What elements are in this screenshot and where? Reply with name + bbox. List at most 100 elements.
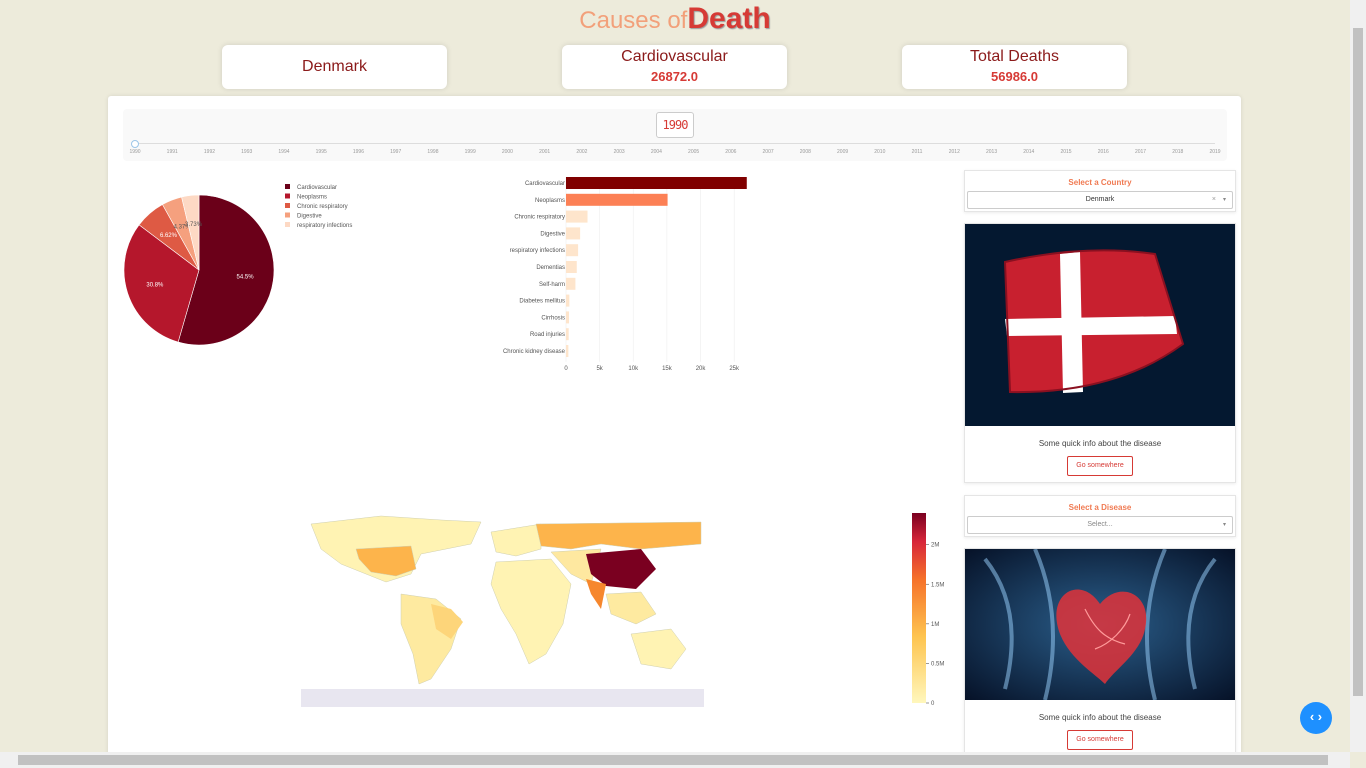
y-tick-label: Neoplasms: [535, 198, 565, 204]
pie-chart: 54.5% 30.8% 6.62% 4.37%3.73% Cardiovascular N…: [123, 184, 352, 346]
bar[interactable]: [566, 328, 569, 341]
africa-shape: [490, 558, 572, 665]
year-tick[interactable]: 1991: [166, 149, 178, 155]
bar[interactable]: [566, 311, 570, 324]
country-dropdown[interactable]: Denmark × ▾: [967, 191, 1233, 209]
bar[interactable]: [566, 294, 570, 307]
pie-slice[interactable]: [123, 224, 200, 343]
bar[interactable]: [566, 345, 569, 357]
flag-info-text: Some quick info about the disease: [1038, 439, 1162, 448]
denmark-flag-image: [965, 224, 1235, 426]
legend-label[interactable]: Digestive: [297, 214, 322, 220]
year-tick[interactable]: 1990: [129, 149, 141, 155]
y-tick-label: Dementias: [536, 265, 565, 271]
pie-slice-label: 4.37%: [174, 225, 192, 231]
year-tick[interactable]: 1999: [464, 149, 476, 155]
bar[interactable]: [566, 277, 576, 290]
year-tick[interactable]: 2013: [985, 149, 998, 155]
china-shape: [586, 549, 656, 589]
year-tick[interactable]: 2012: [948, 149, 960, 155]
year-tick[interactable]: 2008: [799, 149, 811, 155]
year-slider[interactable]: 1990 1990 1991 1992 1993 1994 1995 1996 1997 199…: [123, 109, 1227, 161]
year-tick[interactable]: 2005: [688, 149, 700, 155]
map-colorbar: 0 0.5M 1M 1.5M 2M: [912, 513, 944, 707]
colorbar-tick-label: 0.5M: [931, 661, 944, 667]
y-tick-label: Chronic respiratory: [514, 215, 565, 221]
pie-slice-label: 6.62%: [160, 233, 178, 239]
bar-chart: 0 5k 10k 15k 20k 25k Cardiovascular Neoplasms Ch…: [503, 177, 747, 372]
chevron-down-icon[interactable]: ▾: [1222, 522, 1226, 528]
bar[interactable]: [566, 244, 579, 257]
year-tick[interactable]: 1994: [278, 149, 290, 155]
year-tick[interactable]: 2010: [874, 149, 886, 155]
legend-swatch[interactable]: [285, 184, 290, 189]
legend-label[interactable]: Cardiovascular: [297, 185, 337, 191]
year-tick[interactable]: 1992: [203, 149, 216, 155]
year-ticks: 1990 1991 1992 1993 1994 1995 1996 1997 1998 1999…: [123, 149, 1227, 159]
legend-swatch[interactable]: [285, 212, 290, 218]
slider-handle[interactable]: [131, 140, 139, 148]
usa-shape: [355, 545, 417, 577]
legend-swatch[interactable]: [285, 222, 290, 227]
year-tick[interactable]: 2019: [1209, 149, 1221, 155]
scrollbar-thumb[interactable]: [1353, 28, 1363, 696]
title-emphasis: Death: [687, 2, 771, 35]
south-america-shape: [400, 593, 462, 685]
slider-track[interactable]: [135, 143, 1215, 144]
country-select-label: Select a Country: [1068, 178, 1132, 187]
year-tick[interactable]: 2015: [1060, 149, 1072, 155]
year-tick[interactable]: 2017: [1134, 149, 1147, 155]
code-icon[interactable]: ‹ ›: [1300, 702, 1332, 734]
disease-dropdown[interactable]: Select... ▾: [967, 516, 1233, 534]
bar[interactable]: [566, 193, 668, 206]
year-tick[interactable]: 2014: [1023, 149, 1035, 155]
legend-label[interactable]: Neoplasms: [297, 195, 327, 201]
year-tick[interactable]: 2016: [1097, 149, 1109, 155]
y-tick-label: Chronic kidney disease: [503, 349, 566, 355]
pie-slice[interactable]: [177, 194, 275, 346]
colorbar-gradient: [912, 513, 926, 703]
legend-label[interactable]: respiratory infections: [297, 223, 352, 229]
legend-swatch[interactable]: [285, 193, 290, 199]
year-tick[interactable]: 2007: [762, 149, 774, 155]
vertical-scrollbar[interactable]: [1350, 0, 1366, 752]
x-tick-label: 0: [564, 366, 568, 372]
bar[interactable]: [566, 261, 577, 273]
scrollbar-thumb[interactable]: [18, 755, 1328, 765]
year-tick[interactable]: 1996: [352, 149, 364, 155]
horizontal-scrollbar[interactable]: [0, 752, 1350, 768]
bar[interactable]: [566, 227, 581, 240]
pie-slice[interactable]: [181, 194, 200, 271]
year-tick[interactable]: 1993: [241, 149, 253, 155]
bar[interactable]: [566, 177, 747, 189]
legend-label[interactable]: Chronic respiratory: [297, 204, 348, 210]
disease-select-card: Select a Disease Select... ▾: [964, 495, 1236, 537]
year-tick[interactable]: 1998: [427, 149, 439, 155]
year-tick[interactable]: 2000: [501, 149, 513, 155]
disease-label: Cardiovascular: [621, 48, 728, 65]
chevron-down-icon[interactable]: ▾: [1222, 197, 1226, 203]
clear-icon[interactable]: ×: [1211, 196, 1216, 203]
x-tick-label: 5k: [596, 366, 603, 372]
year-tick[interactable]: 2018: [1172, 149, 1184, 155]
year-tick[interactable]: 2011: [911, 149, 923, 155]
year-tick[interactable]: 2001: [539, 149, 551, 155]
year-tick[interactable]: 2004: [650, 149, 662, 155]
country-name: Denmark: [302, 58, 367, 75]
russia-shape: [535, 521, 702, 550]
southeast-asia-shape: [605, 591, 657, 625]
year-tick[interactable]: 1997: [390, 149, 402, 155]
disease-value: 26872.0: [651, 69, 698, 84]
year-tick[interactable]: 2002: [576, 149, 588, 155]
year-tick[interactable]: 1995: [315, 149, 327, 155]
x-tick-label: 25k: [729, 366, 740, 372]
dashboard-panel: 1990 1990 1991 1992 1993 1994 1995 1996 1997 199…: [108, 96, 1241, 768]
legend-swatch[interactable]: [285, 203, 290, 208]
go-somewhere-button[interactable]: Go somewhere: [1067, 456, 1133, 476]
go-somewhere-button[interactable]: Go somewhere: [1067, 730, 1133, 750]
y-tick-label: Diabetes mellitus: [519, 299, 565, 305]
year-tick[interactable]: 2009: [837, 149, 849, 155]
bar[interactable]: [566, 210, 588, 223]
year-tick[interactable]: 2006: [725, 149, 737, 155]
year-tick[interactable]: 2003: [613, 149, 625, 155]
